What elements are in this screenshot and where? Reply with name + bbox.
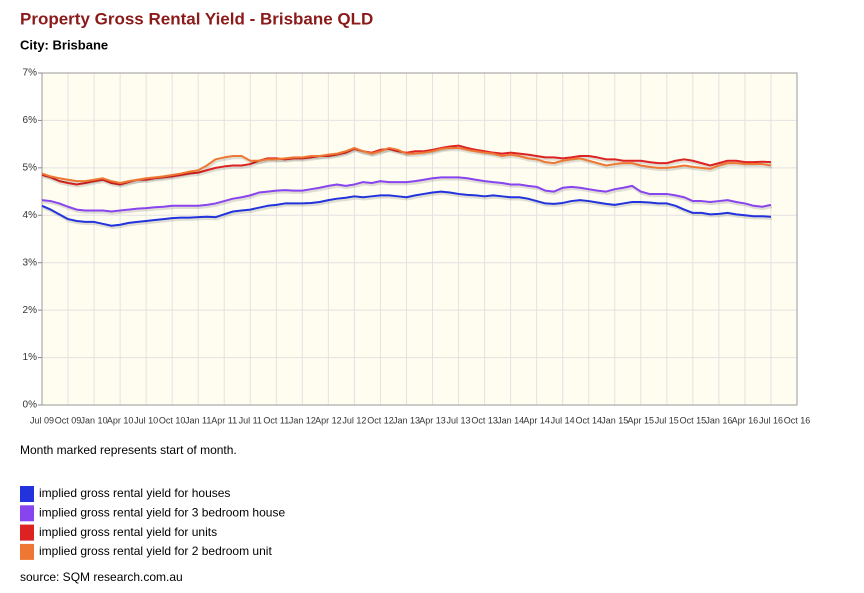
x-tick-label: Apr 11 [211,415,237,425]
line-shadow [42,192,773,229]
x-tick-label: Oct 09 [55,415,82,425]
legend-label: implied gross rental yield for 3 bedroom… [39,505,285,519]
x-tick-label: Apr 12 [315,415,342,425]
x-tick-label: Jul 14 [551,415,575,425]
series-line [41,176,772,213]
line-shadow [42,178,773,215]
line-shadow [42,148,773,187]
x-tick-label: Jan 14 [497,415,524,425]
line-shadow [42,146,773,188]
legend-label: implied gross rental yield for units [39,525,217,539]
x-tick-label: Jul 09 [30,415,54,425]
chart-subtitle: City: Brisbane [20,37,108,52]
x-tick-label: Jul 13 [447,415,471,425]
x-tick-label: Apr 14 [523,415,550,425]
x-tick-label: Jan 15 [601,415,628,425]
x-tick-label: Jan 11 [185,415,211,425]
x-tick-label: Apr 13 [419,415,446,425]
series-line [41,146,772,185]
note: Month marked represents start of month. [20,443,237,457]
y-tick-label: 7% [23,68,38,79]
y-tick-label: 6% [23,115,38,126]
y-tick-label: 1% [23,352,38,363]
y-tick-label: 5% [23,162,38,173]
x-tick-label: Oct 13 [471,415,498,425]
x-tick-label: Apr 16 [732,415,759,425]
x-tick-label: Oct 16 [784,415,811,425]
legend-label: implied gross rental yield for 2 bedroom… [39,544,272,558]
x-tick-label: Jan 16 [705,415,732,425]
y-tick-label: 4% [23,210,38,221]
x-tick-label: Oct 14 [575,415,602,425]
series-line [41,190,772,227]
source: source: SQM research.com.au [20,570,183,584]
plot-border [41,72,798,406]
x-tick-label: Jul 15 [655,415,679,425]
x-tick-label: Oct 10 [159,415,186,425]
chart-title: Property Gross Rental Yield - Brisbane Q… [20,9,373,28]
y-tick-label: 3% [23,257,38,268]
legend-label: implied gross rental yield for houses [39,486,230,500]
legend-swatch [20,524,34,541]
x-tick-label: Jul 10 [134,415,158,425]
legend-swatch [20,543,34,560]
x-tick-label: Jan 13 [393,415,420,425]
legend-swatch [20,505,34,522]
y-tick-label: 2% [23,305,38,316]
x-tick-label: Oct 15 [680,415,707,425]
x-tick-label: Jul 16 [759,415,783,425]
x-tick-label: Jan 12 [289,415,316,425]
x-tick-label: Jul 12 [342,415,366,425]
x-tick-label: Oct 12 [367,415,394,425]
y-tick-label: 0% [23,400,38,411]
x-tick-label: Apr 15 [628,415,655,425]
x-tick-label: Oct 11 [263,415,289,425]
x-tick-label: Jul 11 [239,415,262,425]
x-tick-label: Jan 10 [81,415,108,425]
plot-area [42,73,797,405]
x-tick-label: Apr 10 [107,415,134,425]
legend-swatch [20,486,34,502]
